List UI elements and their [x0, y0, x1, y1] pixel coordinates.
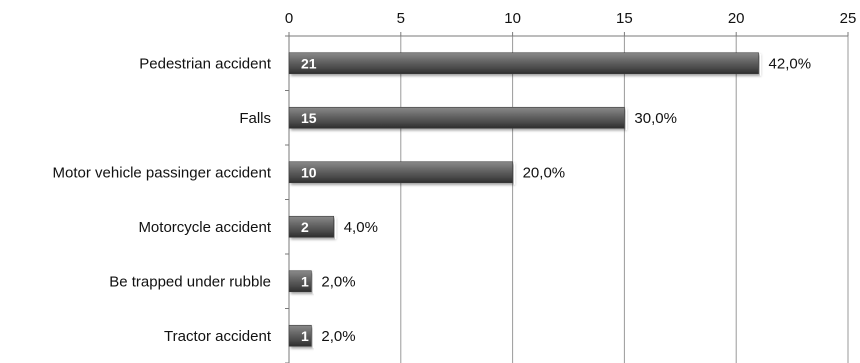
x-tick-label: 5 — [397, 10, 405, 27]
bar-percent-label: 30,0% — [634, 110, 677, 127]
bar-percent-label: 20,0% — [523, 164, 566, 181]
category-label: Pedestrian accident — [139, 55, 272, 72]
category-label: Motor vehicle passinger accident — [53, 164, 272, 181]
labels: Pedestrian accident 21 42,0%Falls 15 30,0%Mo… — [53, 55, 812, 345]
bar — [288, 270, 312, 293]
x-tick-label: 25 — [840, 10, 857, 27]
x-tick-label: 20 — [728, 10, 745, 27]
bar — [288, 324, 312, 347]
bar — [288, 106, 625, 129]
bar-value-label: 1 — [301, 273, 309, 289]
x-tick-label: 0 — [285, 10, 293, 27]
bar — [288, 161, 513, 184]
bar-value-label: 21 — [301, 55, 317, 71]
category-label: Falls — [239, 110, 271, 127]
category-label: Motorcycle accident — [138, 219, 271, 236]
x-tick-label: 10 — [504, 10, 521, 27]
bar-value-label: 10 — [301, 164, 317, 180]
bar — [288, 215, 335, 238]
bar-percent-label: 2,0% — [321, 328, 355, 345]
bar-percent-label: 2,0% — [321, 273, 355, 290]
category-label: Tractor accident — [164, 328, 272, 345]
x-axis-ticks: 0 5 10 15 20 25 — [285, 10, 857, 36]
y-axis — [285, 35, 848, 363]
x-tick-label: 15 — [616, 10, 633, 27]
gridlines — [400, 36, 849, 363]
bar-value-label: 1 — [301, 328, 309, 344]
category-label: Be trapped under rubble — [109, 273, 271, 290]
bars — [288, 52, 762, 349]
bar-percent-label: 42,0% — [769, 55, 812, 72]
bar-value-label: 15 — [301, 110, 317, 126]
bar-value-label: 2 — [301, 219, 309, 235]
bar — [288, 52, 759, 75]
bar-percent-label: 4,0% — [344, 219, 378, 236]
